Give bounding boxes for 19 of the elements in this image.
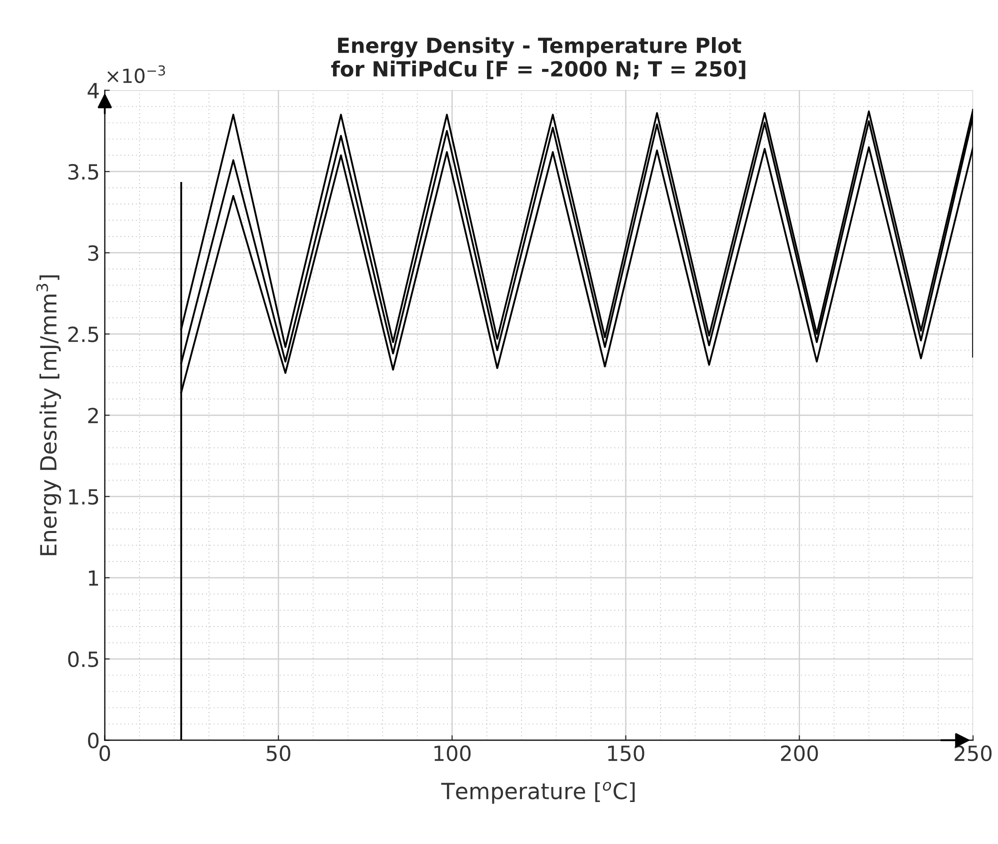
y-tick-label: 4 xyxy=(88,83,99,98)
x-tick-label: 100 xyxy=(434,745,471,762)
text: ×10$^{−3}$ xyxy=(107,65,165,84)
chart-title: Energy Density - Temperature Plot for NiTiPdCu [F = -2000 N; T = 250] xyxy=(331,37,746,80)
y-tick-label: 1.5 xyxy=(69,489,98,505)
y-tick-label: 2 xyxy=(88,408,98,424)
y-axis-title: Energy Desnity [mJ/mm$^{3}$] xyxy=(36,275,62,556)
y-tick-label: 0.5 xyxy=(68,651,98,668)
y-tick-label: 2.5 xyxy=(68,326,98,342)
x-tick-label: 0 xyxy=(100,745,110,762)
y-tick-label: 1 xyxy=(88,570,98,586)
y-tick-label: 3.5 xyxy=(68,164,98,180)
x-tick-label: 150 xyxy=(608,745,644,762)
y-tick-label: 0 xyxy=(88,732,99,748)
y-tick-label: 3 xyxy=(88,245,98,261)
x-axis-title: Temperature [$^{o}$C] xyxy=(441,782,635,804)
x-tick-label: 250 xyxy=(954,745,992,762)
x-tick-label: 50 xyxy=(266,745,290,762)
x-tick-label: 200 xyxy=(781,745,818,762)
